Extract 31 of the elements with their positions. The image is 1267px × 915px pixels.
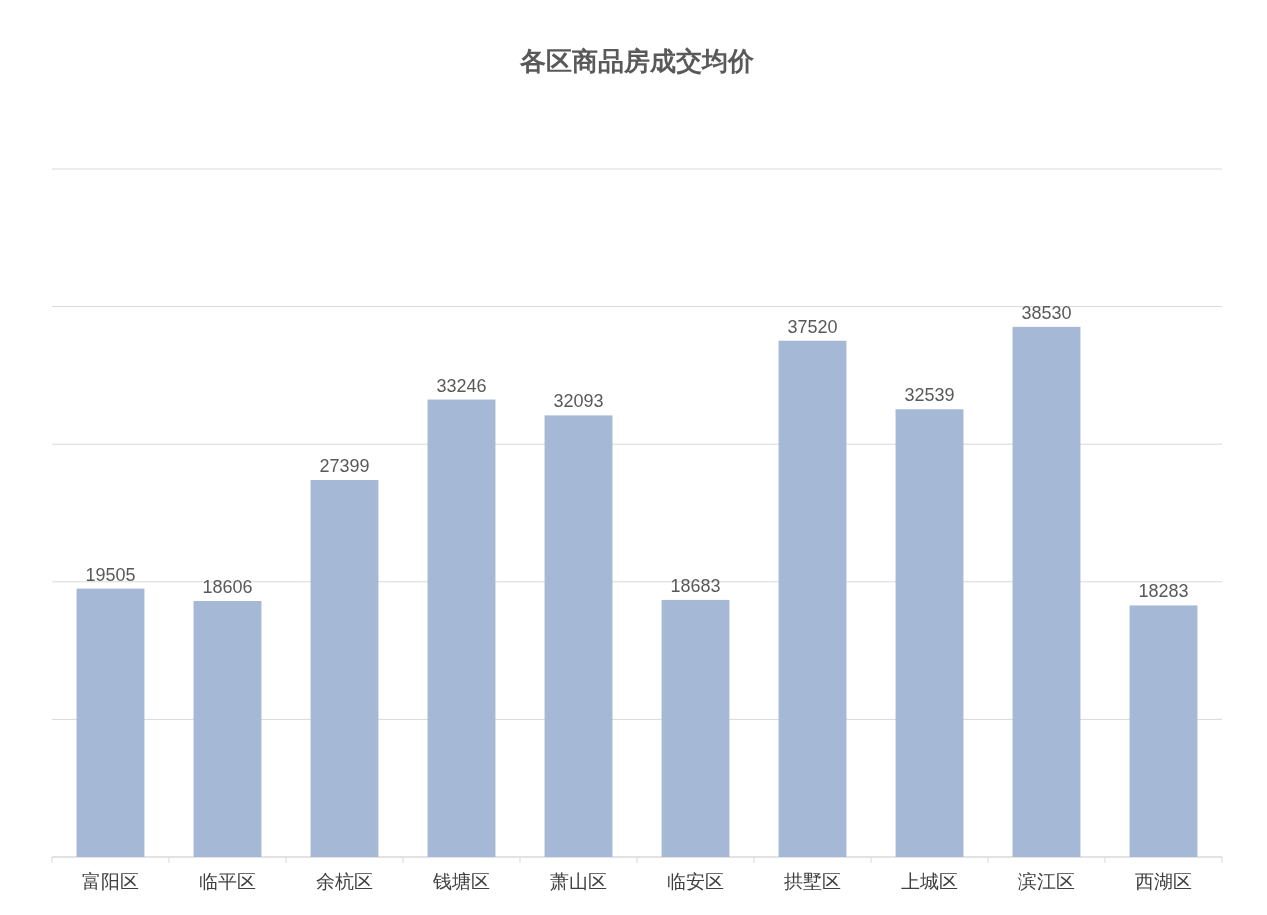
- bar: [1012, 326, 1081, 857]
- data-label: 18683: [670, 575, 721, 596]
- bar: [1129, 605, 1198, 857]
- bar: [778, 340, 847, 857]
- bar: [193, 600, 262, 857]
- data-label: 37520: [787, 316, 838, 337]
- x-tick-label: 拱墅区: [784, 871, 841, 892]
- bar: [427, 399, 496, 857]
- x-tick-label: 钱塘区: [432, 871, 490, 892]
- data-label: 27399: [319, 455, 370, 476]
- x-tick-label: 西湖区: [1135, 871, 1192, 892]
- bar: [661, 599, 730, 857]
- bar: [544, 415, 613, 857]
- x-tick-label: 临平区: [199, 871, 256, 892]
- data-label: 18606: [202, 576, 253, 597]
- data-label: 32539: [904, 385, 955, 406]
- data-label: 32093: [553, 391, 604, 412]
- data-label: 18283: [1138, 581, 1189, 602]
- x-tick-label: 富阳区: [82, 871, 139, 892]
- bar: [310, 479, 379, 857]
- chart-title: 各区商品房成交均价: [519, 46, 755, 76]
- x-tick-label: 余杭区: [316, 871, 373, 892]
- x-tick-label: 临安区: [667, 871, 724, 892]
- x-tick-label: 滨江区: [1018, 871, 1075, 892]
- data-label: 38530: [1021, 302, 1072, 323]
- x-tick-label: 上城区: [901, 871, 958, 892]
- bar: [76, 588, 145, 857]
- data-label: 19505: [85, 564, 136, 585]
- data-label: 33246: [436, 375, 487, 396]
- bar: [895, 409, 964, 857]
- x-tick-label: 萧山区: [550, 871, 607, 892]
